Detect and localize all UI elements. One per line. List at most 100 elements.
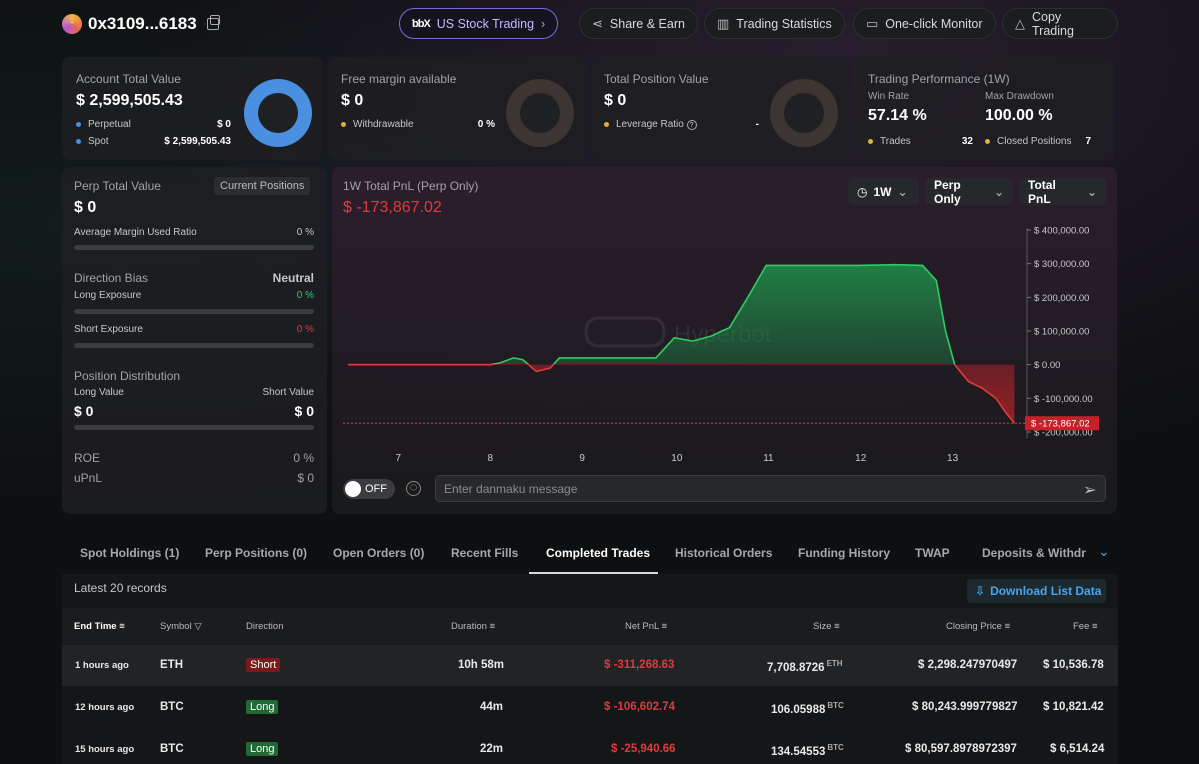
row-symbol[interactable]: ETH xyxy=(160,659,183,671)
x-tick-label: 8 xyxy=(487,453,493,464)
tab-twap[interactable]: TWAP xyxy=(915,546,950,560)
table-row[interactable] xyxy=(62,645,1118,686)
row-end-time: 12 hours ago xyxy=(75,702,135,713)
copy-trading-button[interactable]: △ Copy Trading xyxy=(1002,8,1118,39)
tab-historical-orders[interactable]: Historical Orders xyxy=(675,546,773,560)
current-positions-badge[interactable]: Current Positions xyxy=(214,177,311,195)
row-size-unit: BTC xyxy=(827,701,844,710)
row-net-pnl: $ -106,602.74 xyxy=(604,701,675,713)
tab-funding-history[interactable]: Funding History xyxy=(798,546,890,560)
share-icon: ⋖ xyxy=(592,15,603,31)
avg-margin-bar xyxy=(74,245,314,250)
leverage-row: Leverage Ratio ? - xyxy=(604,119,759,130)
withdrawable-row: Withdrawable 0 % xyxy=(341,119,495,130)
header-fee[interactable]: Fee ≡ xyxy=(1073,621,1098,632)
send-icon[interactable]: ➢ xyxy=(1083,482,1097,499)
row-size: 106.05988 BTC xyxy=(771,701,844,716)
copy-trading-label: Copy Trading xyxy=(1032,9,1074,38)
position-distribution-title: Position Distribution xyxy=(74,369,181,383)
header-end-time[interactable]: End Time ≡ xyxy=(74,621,125,632)
y-tick-label: $ 400,000.00 xyxy=(1034,226,1089,237)
row-duration: 22m xyxy=(480,743,504,755)
row-fee: $ 10,821.42 xyxy=(1043,701,1104,713)
toggle-knob xyxy=(345,481,361,497)
download-list-label: Download List Data xyxy=(990,584,1102,598)
short-exposure-bar xyxy=(74,343,314,348)
scope-selector[interactable]: Perp Only ⌄ xyxy=(925,178,1013,206)
header-closing-price[interactable]: Closing Price ≡ xyxy=(946,621,1011,632)
sort-icon: ≡ xyxy=(1092,621,1098,632)
records-label: Latest 20 records xyxy=(74,581,167,595)
long-exposure-value: 0 % xyxy=(296,290,314,301)
free-margin-value: $ 0 xyxy=(341,92,364,109)
row-symbol[interactable]: BTC xyxy=(160,743,184,755)
trading-performance-title: Trading Performance (1W) xyxy=(868,72,1010,86)
x-tick-label: 11 xyxy=(763,453,774,464)
table-row[interactable] xyxy=(62,687,1118,728)
us-stock-trading-label: US Stock Trading xyxy=(436,16,535,31)
withdrawable-label: Withdrawable xyxy=(353,119,414,130)
pnl-area-positive xyxy=(494,264,955,364)
trading-statistics-button[interactable]: ▥ Trading Statistics xyxy=(704,8,845,39)
row-fee: $ 6,514.24 xyxy=(1050,743,1105,755)
download-list-button[interactable]: ⇩ Download List Data xyxy=(967,579,1106,603)
sort-icon: ≡ xyxy=(489,621,496,632)
tab-open-orders[interactable]: Open Orders (0) xyxy=(333,546,425,560)
share-earn-button[interactable]: ⋖ Share & Earn xyxy=(579,8,698,39)
short-exposure-label: Short Exposure xyxy=(74,324,143,335)
y-axis-ticks: $ 400,000.00 $ 300,000.00 $ 200,000.00 $ 10… xyxy=(1027,226,1093,439)
free-margin-title: Free margin available xyxy=(341,72,457,86)
chevron-down-icon[interactable]: ⌄ xyxy=(1098,543,1110,559)
help-icon[interactable]: ? xyxy=(686,120,697,130)
closed-positions-dot xyxy=(985,138,990,144)
header-net-pnl[interactable]: Net PnL ≡ xyxy=(625,621,668,632)
row-size-unit: BTC xyxy=(827,743,844,752)
direction-bias-title: Direction Bias xyxy=(74,271,149,285)
tab-completed-trades[interactable]: Completed Trades xyxy=(546,546,651,560)
closed-positions-label: Closed Positions xyxy=(997,136,1072,147)
leverage-dot xyxy=(604,121,609,127)
header-symbol[interactable]: Symbol ▽ xyxy=(160,621,202,632)
trades-label: Trades xyxy=(880,136,911,147)
us-stock-trading-button[interactable]: ƅƅX US Stock Trading › xyxy=(399,8,559,39)
direction-bias-value: Neutral xyxy=(272,271,314,285)
range-selector[interactable]: ◷ 1W ⌄ xyxy=(848,178,919,205)
bar-chart-icon: ▥ xyxy=(717,15,730,31)
account-total-card: Account Total Value $ 2,599,505.43 Perpe… xyxy=(62,57,322,160)
hyperbot-logo-icon xyxy=(584,316,666,348)
copy-trading-icon: △ xyxy=(1015,15,1025,31)
header-size[interactable]: Size ≡ xyxy=(813,621,840,632)
metric-selector[interactable]: Total PnL ⌄ xyxy=(1019,177,1106,206)
y-tick-label: $ 300,000.00 xyxy=(1034,259,1089,270)
account-total-value: $ 2,599,505.43 xyxy=(76,92,183,109)
tab-deposits-withdraw[interactable]: Deposits & Withdraw xyxy=(982,546,1086,560)
copy-icon[interactable] xyxy=(206,15,220,30)
row-size: 134.54553 BTC xyxy=(771,743,844,758)
account-donut-chart xyxy=(244,79,312,147)
spot-value: $ 2,599,505.43 xyxy=(164,136,231,147)
metric-selector-label: Total PnL xyxy=(1028,177,1056,206)
tab-perp-positions[interactable]: Perp Positions (0) xyxy=(205,546,308,560)
current-value-badge xyxy=(1025,416,1099,431)
y-tick-label: $ 100,000.00 xyxy=(1034,327,1089,338)
spot-label: Spot xyxy=(88,136,109,147)
table-row[interactable] xyxy=(62,729,1118,764)
range-selector-label: 1W xyxy=(873,184,892,199)
chevron-down-icon: ⌄ xyxy=(1086,184,1097,199)
tab-spot-holdings[interactable]: Spot Holdings (1) xyxy=(80,546,180,560)
one-click-monitor-button[interactable]: ▭ One-click Monitor xyxy=(853,8,996,39)
trading-performance-card: Trading Performance (1W) Win Rate 57.14 … xyxy=(856,57,1114,160)
closed-positions-value: 7 xyxy=(1085,136,1091,147)
one-click-monitor-label: One-click Monitor xyxy=(885,16,983,31)
danmaku-input[interactable]: Enter danmaku message xyxy=(435,475,1106,502)
sort-icon: ≡ xyxy=(834,621,840,632)
danmaku-toggle[interactable]: OFF xyxy=(343,479,395,499)
win-rate-value: 57.14 % xyxy=(868,107,927,124)
header-duration[interactable]: Duration ≡ xyxy=(451,621,496,632)
settings-icon[interactable]: ⬡ xyxy=(406,481,421,496)
tab-recent-fills[interactable]: Recent Fills xyxy=(451,546,519,560)
closed-positions-row: Closed Positions 7 xyxy=(985,136,1091,147)
leverage-label: Leverage Ratio xyxy=(616,119,684,130)
row-symbol[interactable]: BTC xyxy=(160,701,184,713)
avg-margin-value: 0 % xyxy=(296,227,314,238)
